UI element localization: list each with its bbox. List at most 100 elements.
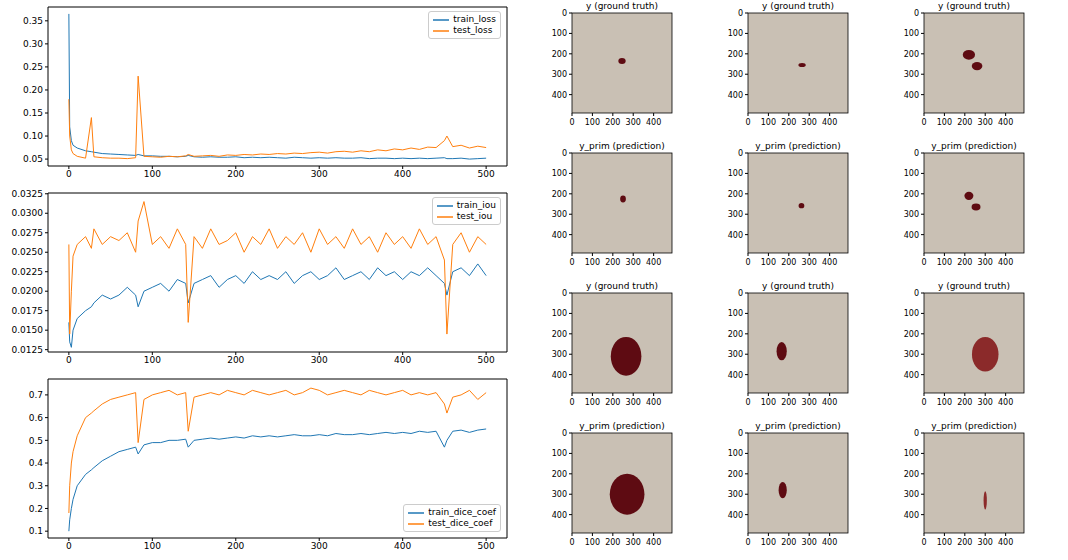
svg-text:100: 100 xyxy=(728,29,743,38)
svg-text:400: 400 xyxy=(728,511,743,520)
svg-text:300: 300 xyxy=(978,398,993,407)
svg-text:100: 100 xyxy=(904,309,919,318)
svg-text:400: 400 xyxy=(552,231,567,240)
svg-text:0: 0 xyxy=(921,398,926,407)
svg-text:400: 400 xyxy=(904,231,919,240)
svg-text:300: 300 xyxy=(728,350,743,359)
svg-text:400: 400 xyxy=(646,118,661,127)
svg-text:200: 200 xyxy=(904,190,919,199)
svg-text:0: 0 xyxy=(562,9,567,18)
svg-text:400: 400 xyxy=(552,91,567,100)
svg-text:y (ground truth): y (ground truth) xyxy=(938,1,1010,11)
svg-text:0: 0 xyxy=(914,149,919,158)
svg-text:0: 0 xyxy=(745,538,750,547)
svg-text:300: 300 xyxy=(802,258,817,267)
svg-text:y_prim (prediction): y_prim (prediction) xyxy=(579,141,665,151)
svg-text:400: 400 xyxy=(646,398,661,407)
svg-text:400: 400 xyxy=(998,538,1013,547)
svg-text:200: 200 xyxy=(904,50,919,59)
svg-text:0.05: 0.05 xyxy=(23,154,43,164)
svg-text:100: 100 xyxy=(552,169,567,178)
svg-text:100: 100 xyxy=(761,398,776,407)
svg-text:300: 300 xyxy=(728,70,743,79)
svg-text:400: 400 xyxy=(646,538,661,547)
svg-text:0: 0 xyxy=(921,538,926,547)
svg-text:y_prim (prediction): y_prim (prediction) xyxy=(931,421,1017,431)
svg-text:400: 400 xyxy=(552,511,567,520)
svg-text:200: 200 xyxy=(957,398,972,407)
svg-text:400: 400 xyxy=(394,355,411,365)
svg-text:100: 100 xyxy=(552,29,567,38)
svg-text:0.0325: 0.0325 xyxy=(12,189,44,199)
svg-text:y (ground truth): y (ground truth) xyxy=(938,281,1010,291)
svg-text:300: 300 xyxy=(626,118,641,127)
svg-text:100: 100 xyxy=(144,355,161,365)
svg-text:0: 0 xyxy=(569,398,574,407)
svg-text:y (ground truth): y (ground truth) xyxy=(586,281,658,291)
svg-text:100: 100 xyxy=(552,449,567,458)
svg-text:300: 300 xyxy=(904,490,919,499)
svg-text:500: 500 xyxy=(478,169,495,179)
svg-text:0.0300: 0.0300 xyxy=(12,208,44,218)
svg-text:100: 100 xyxy=(552,309,567,318)
svg-text:0: 0 xyxy=(66,541,72,551)
svg-text:0.3: 0.3 xyxy=(29,481,43,491)
svg-text:200: 200 xyxy=(904,330,919,339)
svg-text:400: 400 xyxy=(728,231,743,240)
svg-text:0.1: 0.1 xyxy=(29,526,43,536)
svg-text:400: 400 xyxy=(394,541,411,551)
svg-text:400: 400 xyxy=(822,258,837,267)
svg-text:300: 300 xyxy=(904,350,919,359)
svg-text:300: 300 xyxy=(728,210,743,219)
svg-text:200: 200 xyxy=(957,118,972,127)
svg-text:y (ground truth): y (ground truth) xyxy=(586,1,658,11)
svg-text:500: 500 xyxy=(478,355,495,365)
svg-text:100: 100 xyxy=(585,118,600,127)
svg-text:100: 100 xyxy=(728,169,743,178)
svg-text:0.6: 0.6 xyxy=(29,413,44,423)
svg-text:0: 0 xyxy=(738,429,743,438)
svg-text:0: 0 xyxy=(921,118,926,127)
svg-text:0.35: 0.35 xyxy=(23,16,43,26)
svg-text:200: 200 xyxy=(957,538,972,547)
svg-text:y_prim (prediction): y_prim (prediction) xyxy=(579,421,665,431)
svg-text:400: 400 xyxy=(904,371,919,380)
svg-text:100: 100 xyxy=(904,29,919,38)
svg-text:0: 0 xyxy=(745,398,750,407)
svg-text:0.20: 0.20 xyxy=(23,85,43,95)
svg-text:200: 200 xyxy=(605,538,620,547)
svg-text:200: 200 xyxy=(552,190,567,199)
svg-text:200: 200 xyxy=(781,398,796,407)
svg-text:300: 300 xyxy=(626,258,641,267)
svg-text:300: 300 xyxy=(626,538,641,547)
svg-text:y (ground truth): y (ground truth) xyxy=(762,281,834,291)
svg-text:0.7: 0.7 xyxy=(29,390,43,400)
svg-text:0.0200: 0.0200 xyxy=(12,286,44,296)
svg-text:300: 300 xyxy=(311,541,328,551)
svg-text:0: 0 xyxy=(738,149,743,158)
svg-text:400: 400 xyxy=(998,118,1013,127)
svg-text:0.25: 0.25 xyxy=(23,62,43,72)
svg-text:100: 100 xyxy=(937,398,952,407)
svg-text:400: 400 xyxy=(822,398,837,407)
svg-text:0.2: 0.2 xyxy=(29,504,43,514)
svg-text:y_prim (prediction): y_prim (prediction) xyxy=(755,421,841,431)
svg-text:100: 100 xyxy=(937,118,952,127)
svg-text:100: 100 xyxy=(728,449,743,458)
svg-text:0.5: 0.5 xyxy=(29,436,43,446)
svg-text:200: 200 xyxy=(552,330,567,339)
svg-text:200: 200 xyxy=(957,258,972,267)
svg-text:200: 200 xyxy=(728,50,743,59)
svg-text:200: 200 xyxy=(904,470,919,479)
svg-text:0: 0 xyxy=(569,538,574,547)
svg-text:0: 0 xyxy=(914,9,919,18)
svg-text:y_prim (prediction): y_prim (prediction) xyxy=(755,141,841,151)
svg-text:200: 200 xyxy=(227,355,244,365)
svg-text:200: 200 xyxy=(728,330,743,339)
svg-text:400: 400 xyxy=(904,511,919,520)
svg-text:200: 200 xyxy=(227,541,244,551)
svg-text:0: 0 xyxy=(562,149,567,158)
svg-text:0: 0 xyxy=(921,258,926,267)
svg-text:200: 200 xyxy=(605,118,620,127)
svg-text:100: 100 xyxy=(937,258,952,267)
